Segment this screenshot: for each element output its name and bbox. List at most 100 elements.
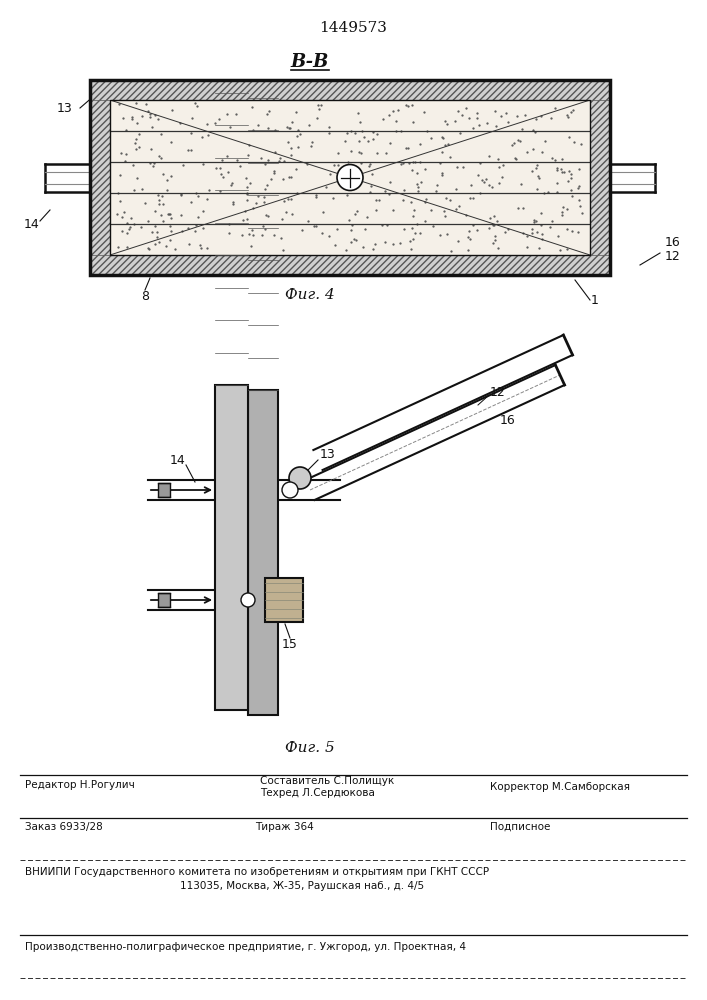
Point bbox=[313, 101, 325, 117]
Point bbox=[231, 152, 243, 168]
Text: 16: 16 bbox=[500, 414, 515, 426]
Point bbox=[223, 216, 234, 232]
Point bbox=[151, 224, 162, 240]
Point bbox=[367, 131, 378, 147]
Point bbox=[529, 124, 540, 140]
Point bbox=[359, 221, 370, 237]
Point bbox=[355, 155, 366, 171]
Point bbox=[307, 134, 318, 150]
Point bbox=[561, 201, 573, 217]
Point bbox=[413, 179, 424, 195]
Point bbox=[175, 187, 186, 203]
Point bbox=[556, 151, 568, 167]
Point bbox=[527, 122, 539, 138]
Point bbox=[489, 217, 500, 233]
Point bbox=[144, 106, 156, 122]
Point bbox=[565, 104, 576, 120]
Point bbox=[387, 202, 398, 218]
Point bbox=[341, 173, 353, 189]
Point bbox=[573, 161, 585, 177]
Text: Тираж 364: Тираж 364 bbox=[255, 822, 314, 832]
Point bbox=[294, 126, 305, 142]
Bar bbox=[90, 80, 610, 100]
Point bbox=[551, 162, 562, 178]
Point bbox=[350, 232, 361, 248]
Point bbox=[259, 221, 271, 237]
Point bbox=[368, 241, 379, 257]
Point bbox=[517, 225, 528, 241]
Point bbox=[531, 181, 542, 197]
Point bbox=[127, 109, 138, 125]
Point bbox=[411, 176, 423, 192]
Point bbox=[530, 160, 542, 176]
Point bbox=[539, 133, 551, 149]
Point bbox=[411, 165, 422, 181]
Point bbox=[203, 127, 214, 143]
Point bbox=[561, 221, 573, 237]
Point bbox=[161, 172, 173, 188]
Point bbox=[399, 221, 410, 237]
Point bbox=[561, 241, 573, 257]
Bar bbox=[158, 593, 170, 607]
Point bbox=[148, 155, 160, 171]
Point bbox=[341, 187, 352, 203]
Point bbox=[216, 152, 228, 168]
Point bbox=[450, 201, 462, 217]
Point bbox=[437, 144, 448, 160]
Point bbox=[346, 234, 357, 250]
Text: Производственно-полиграфическое предприятие, г. Ужгород, ул. Проектная, 4: Производственно-полиграфическое предприя… bbox=[25, 942, 466, 952]
Point bbox=[268, 165, 279, 181]
Point bbox=[558, 164, 569, 180]
Point bbox=[149, 236, 160, 252]
Point bbox=[119, 153, 130, 169]
Point bbox=[153, 192, 165, 208]
Point bbox=[413, 183, 424, 199]
Point bbox=[406, 220, 417, 236]
Point bbox=[566, 223, 578, 239]
Point bbox=[489, 232, 501, 248]
Point bbox=[201, 240, 213, 256]
Point bbox=[286, 206, 297, 222]
Point bbox=[414, 154, 426, 170]
Point bbox=[387, 103, 398, 119]
Bar bbox=[158, 483, 170, 497]
Point bbox=[547, 150, 558, 166]
Point bbox=[366, 166, 378, 182]
Point bbox=[379, 183, 390, 199]
Point bbox=[214, 160, 226, 176]
Point bbox=[165, 134, 177, 150]
Point bbox=[376, 217, 387, 233]
Point bbox=[165, 168, 177, 184]
Point bbox=[397, 192, 408, 208]
Point bbox=[132, 115, 143, 131]
Point bbox=[226, 177, 237, 193]
Point bbox=[192, 188, 204, 204]
Point bbox=[532, 224, 543, 240]
Point bbox=[573, 192, 585, 208]
Point bbox=[286, 140, 297, 156]
Point bbox=[115, 193, 126, 209]
Point bbox=[305, 138, 317, 154]
Point bbox=[411, 216, 423, 232]
Point bbox=[554, 242, 566, 258]
Point bbox=[291, 185, 303, 201]
Point bbox=[549, 100, 561, 116]
Point bbox=[284, 169, 295, 185]
Point bbox=[368, 124, 379, 140]
Point bbox=[575, 198, 586, 214]
Point bbox=[437, 130, 448, 146]
Point bbox=[402, 140, 414, 156]
Point bbox=[436, 165, 448, 181]
Point bbox=[501, 105, 512, 121]
Point bbox=[153, 148, 165, 164]
Point bbox=[217, 169, 228, 185]
Point bbox=[285, 147, 296, 163]
Point bbox=[481, 171, 492, 187]
Point bbox=[162, 182, 173, 198]
Point bbox=[474, 117, 485, 133]
Point bbox=[405, 194, 416, 210]
Point bbox=[157, 188, 168, 204]
Point bbox=[452, 159, 463, 175]
Point bbox=[522, 239, 533, 255]
Point bbox=[142, 103, 153, 119]
